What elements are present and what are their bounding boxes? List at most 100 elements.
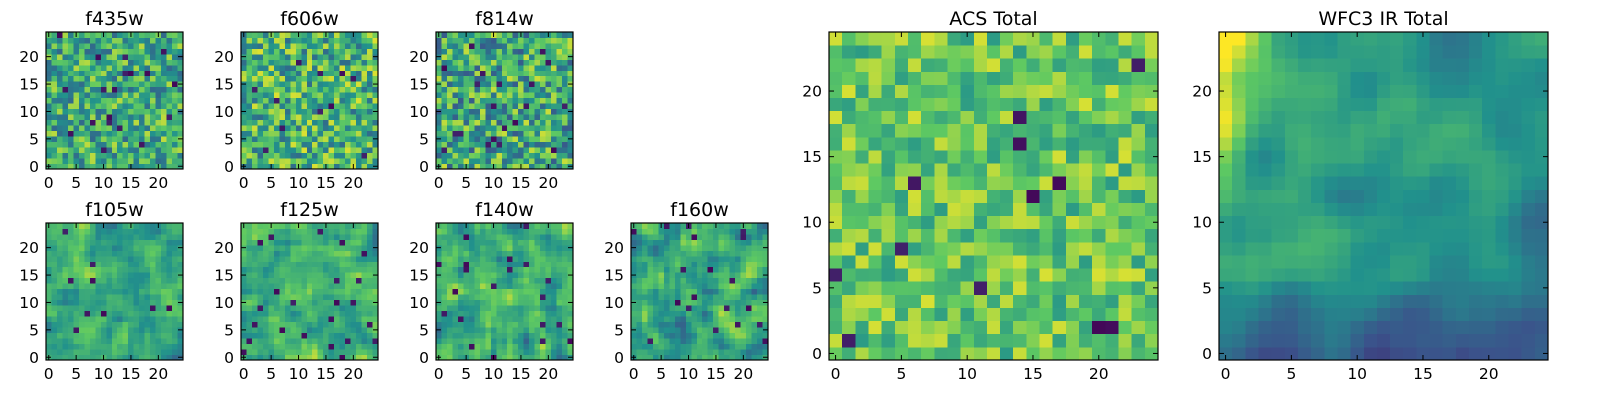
heatmap-cell (241, 338, 247, 344)
heatmap-cell (501, 332, 508, 339)
heatmap-cell (268, 228, 275, 235)
heatmap-cell (290, 343, 297, 350)
heatmap-cell (177, 343, 184, 350)
heatmap-cell (312, 103, 319, 110)
heatmap-cell (556, 299, 563, 306)
heatmap-cell (328, 130, 335, 137)
heatmap-cell (133, 338, 140, 344)
heatmap-cell (312, 338, 319, 344)
heatmap-cell (317, 223, 324, 229)
heatmap-cell (545, 288, 552, 295)
heatmap-cell (986, 294, 1001, 308)
heatmap-cell (273, 305, 280, 312)
heatmap-cell (485, 53, 492, 60)
heatmap-cell (372, 86, 379, 93)
heatmap-cell (529, 255, 536, 262)
heatmap-cell (177, 114, 184, 121)
heatmap-cell (523, 53, 530, 60)
heatmap-cell (441, 103, 448, 110)
heatmap-cell (647, 266, 654, 273)
heatmap-cell (139, 114, 146, 121)
heatmap-cell (490, 272, 497, 279)
heatmap-cell (441, 42, 448, 49)
heatmap-cell (740, 310, 747, 317)
heatmap-cell (106, 343, 113, 350)
heatmap-cell (1118, 215, 1133, 230)
heatmap-cell (507, 343, 514, 350)
heatmap-cell (724, 261, 731, 268)
heatmap-cell (95, 223, 102, 229)
heatmap-cell (56, 261, 63, 268)
heatmap-cell (73, 158, 80, 164)
heatmap-cell (150, 48, 156, 55)
heatmap-cell (301, 343, 308, 350)
heatmap-cell (150, 103, 156, 110)
heatmap-cell (674, 223, 681, 229)
heatmap-cell (934, 307, 948, 322)
heatmap-cell (680, 343, 687, 350)
heatmap-cell (246, 354, 253, 361)
heatmap-cell (301, 48, 308, 55)
heatmap-cell (328, 125, 335, 132)
heatmap-cell (457, 42, 464, 49)
heatmap-cell (1131, 307, 1146, 322)
heatmap-cell (1144, 307, 1159, 322)
heatmap-cell (735, 294, 741, 301)
heatmap-cell (290, 332, 297, 339)
heatmap-cell (490, 42, 497, 49)
heatmap-cell (680, 223, 687, 229)
heatmap-cell (545, 261, 552, 268)
heatmap-cell (62, 244, 69, 251)
heatmap-cell (111, 272, 118, 279)
heatmap-cell (155, 136, 162, 142)
heatmap-cell (122, 141, 129, 148)
heatmap-cell (106, 349, 113, 355)
heatmap-cell (144, 92, 151, 99)
heatmap-cell (84, 163, 91, 170)
heatmap-cell (295, 272, 302, 279)
heatmap-cell (512, 64, 519, 71)
heatmap-cell (262, 343, 269, 350)
heatmap-cell (345, 299, 351, 306)
heatmap-cell (150, 349, 156, 355)
heatmap-cell (166, 244, 173, 251)
heatmap-cell (735, 343, 741, 350)
heatmap-cell (441, 316, 448, 323)
heatmap-cell (452, 233, 459, 240)
heatmap-cell (78, 266, 85, 273)
heatmap-cell (161, 147, 167, 153)
heatmap-cell (89, 283, 96, 290)
heatmap-cell (46, 64, 52, 71)
heatmap-cell (251, 114, 258, 121)
heatmap-cell (100, 75, 107, 82)
heatmap-cell (334, 42, 341, 49)
heatmap-cell (328, 233, 335, 240)
heatmap-cell (718, 228, 725, 235)
heatmap-cell (474, 277, 481, 284)
heatmap-cell (1144, 294, 1159, 308)
heatmap-cell (485, 255, 492, 262)
heatmap-cell (361, 316, 368, 323)
heatmap-cell (735, 354, 741, 361)
heatmap-cell (279, 288, 286, 295)
heatmap-cell (474, 81, 481, 88)
heatmap-cell (95, 42, 102, 49)
heatmap-cell (372, 97, 379, 104)
heatmap-cell (345, 310, 351, 317)
heatmap-cell (246, 136, 253, 142)
heatmap-cell (757, 305, 763, 312)
heatmap-cell (172, 332, 178, 339)
heatmap-cell (669, 239, 676, 246)
heatmap-cell (636, 244, 643, 251)
heatmap-cell (452, 86, 459, 93)
heatmap-cell (251, 294, 258, 301)
heatmap-cell (67, 158, 74, 164)
heatmap-cell (350, 70, 357, 77)
heatmap-cell (257, 158, 264, 164)
heatmap-cell (1039, 333, 1054, 348)
heatmap-cell (523, 343, 530, 350)
heatmap-cell (312, 277, 319, 284)
heatmap-cell (117, 92, 124, 99)
heatmap-cell (73, 261, 80, 268)
heatmap-cell (323, 75, 330, 82)
